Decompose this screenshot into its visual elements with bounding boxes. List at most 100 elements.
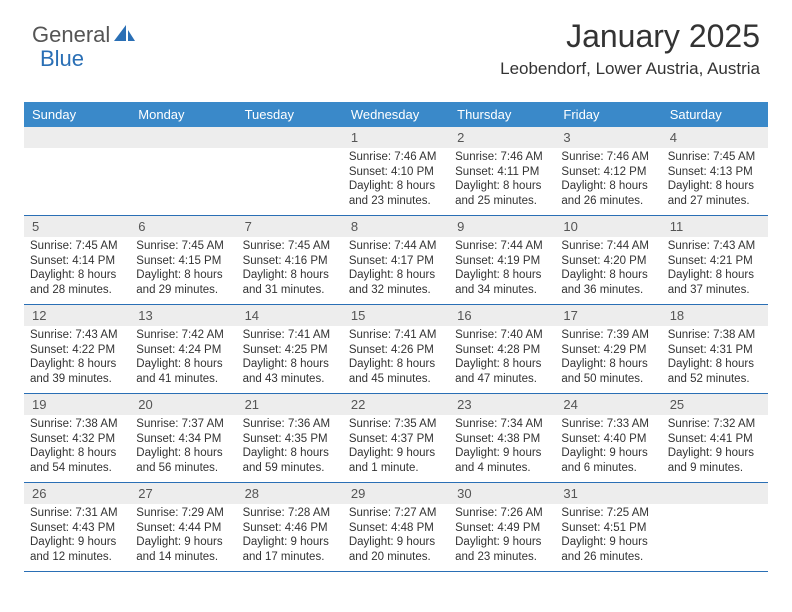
sunset-line: Sunset: 4:35 PM [243, 432, 337, 447]
day-body: Sunrise: 7:43 AMSunset: 4:22 PMDaylight:… [24, 326, 130, 391]
day-number: 2 [449, 127, 555, 148]
day-cell [130, 127, 236, 215]
sunrise-line: Sunrise: 7:35 AM [349, 417, 443, 432]
day-number: 4 [662, 127, 768, 148]
logo-word-2: Blue [40, 46, 84, 71]
day-body: Sunrise: 7:43 AMSunset: 4:21 PMDaylight:… [662, 237, 768, 302]
daylight-line: Daylight: 8 hours and 23 minutes. [349, 179, 443, 208]
day-cell: 13Sunrise: 7:42 AMSunset: 4:24 PMDayligh… [130, 305, 236, 393]
day-body: Sunrise: 7:44 AMSunset: 4:19 PMDaylight:… [449, 237, 555, 302]
daylight-line: Daylight: 8 hours and 52 minutes. [668, 357, 762, 386]
daylight-line: Daylight: 9 hours and 20 minutes. [349, 535, 443, 564]
weekday-header: Wednesday [343, 102, 449, 127]
sunrise-line: Sunrise: 7:45 AM [30, 239, 124, 254]
day-body: Sunrise: 7:41 AMSunset: 4:26 PMDaylight:… [343, 326, 449, 391]
day-number: 15 [343, 305, 449, 326]
day-cell: 20Sunrise: 7:37 AMSunset: 4:34 PMDayligh… [130, 394, 236, 482]
sunset-line: Sunset: 4:17 PM [349, 254, 443, 269]
title-block: January 2025 Leobendorf, Lower Austria, … [500, 18, 760, 79]
day-body: Sunrise: 7:35 AMSunset: 4:37 PMDaylight:… [343, 415, 449, 480]
day-cell: 29Sunrise: 7:27 AMSunset: 4:48 PMDayligh… [343, 483, 449, 571]
sunrise-line: Sunrise: 7:45 AM [136, 239, 230, 254]
sunset-line: Sunset: 4:10 PM [349, 165, 443, 180]
sunset-line: Sunset: 4:41 PM [668, 432, 762, 447]
daylight-line: Daylight: 8 hours and 29 minutes. [136, 268, 230, 297]
day-cell: 15Sunrise: 7:41 AMSunset: 4:26 PMDayligh… [343, 305, 449, 393]
day-number: 6 [130, 216, 236, 237]
weekday-header-row: SundayMondayTuesdayWednesdayThursdayFrid… [24, 102, 768, 127]
day-cell: 16Sunrise: 7:40 AMSunset: 4:28 PMDayligh… [449, 305, 555, 393]
sunset-line: Sunset: 4:44 PM [136, 521, 230, 536]
sunrise-line: Sunrise: 7:37 AM [136, 417, 230, 432]
day-number: 20 [130, 394, 236, 415]
day-cell: 22Sunrise: 7:35 AMSunset: 4:37 PMDayligh… [343, 394, 449, 482]
sunrise-line: Sunrise: 7:25 AM [561, 506, 655, 521]
daylight-line: Daylight: 9 hours and 23 minutes. [455, 535, 549, 564]
daylight-line: Daylight: 9 hours and 9 minutes. [668, 446, 762, 475]
sunset-line: Sunset: 4:13 PM [668, 165, 762, 180]
day-number: 10 [555, 216, 661, 237]
day-body: Sunrise: 7:45 AMSunset: 4:15 PMDaylight:… [130, 237, 236, 302]
sunrise-line: Sunrise: 7:38 AM [30, 417, 124, 432]
weekday-header: Friday [555, 102, 661, 127]
sunset-line: Sunset: 4:25 PM [243, 343, 337, 358]
sunrise-line: Sunrise: 7:36 AM [243, 417, 337, 432]
week-row: 19Sunrise: 7:38 AMSunset: 4:32 PMDayligh… [24, 394, 768, 483]
sunset-line: Sunset: 4:31 PM [668, 343, 762, 358]
day-number: 14 [237, 305, 343, 326]
sunset-line: Sunset: 4:32 PM [30, 432, 124, 447]
daylight-line: Daylight: 8 hours and 26 minutes. [561, 179, 655, 208]
day-body: Sunrise: 7:36 AMSunset: 4:35 PMDaylight:… [237, 415, 343, 480]
daylight-line: Daylight: 8 hours and 31 minutes. [243, 268, 337, 297]
sunrise-line: Sunrise: 7:44 AM [561, 239, 655, 254]
week-row: 5Sunrise: 7:45 AMSunset: 4:14 PMDaylight… [24, 216, 768, 305]
weekday-header: Saturday [662, 102, 768, 127]
daylight-line: Daylight: 9 hours and 12 minutes. [30, 535, 124, 564]
sunset-line: Sunset: 4:26 PM [349, 343, 443, 358]
daylight-line: Daylight: 9 hours and 1 minute. [349, 446, 443, 475]
sunrise-line: Sunrise: 7:29 AM [136, 506, 230, 521]
sunrise-line: Sunrise: 7:41 AM [349, 328, 443, 343]
day-body: Sunrise: 7:46 AMSunset: 4:12 PMDaylight:… [555, 148, 661, 213]
day-body: Sunrise: 7:44 AMSunset: 4:20 PMDaylight:… [555, 237, 661, 302]
day-cell: 21Sunrise: 7:36 AMSunset: 4:35 PMDayligh… [237, 394, 343, 482]
day-cell: 31Sunrise: 7:25 AMSunset: 4:51 PMDayligh… [555, 483, 661, 571]
day-cell: 10Sunrise: 7:44 AMSunset: 4:20 PMDayligh… [555, 216, 661, 304]
sunset-line: Sunset: 4:14 PM [30, 254, 124, 269]
daylight-line: Daylight: 9 hours and 14 minutes. [136, 535, 230, 564]
sunrise-line: Sunrise: 7:46 AM [349, 150, 443, 165]
day-cell: 3Sunrise: 7:46 AMSunset: 4:12 PMDaylight… [555, 127, 661, 215]
sunset-line: Sunset: 4:29 PM [561, 343, 655, 358]
day-number: 25 [662, 394, 768, 415]
sunrise-line: Sunrise: 7:27 AM [349, 506, 443, 521]
day-body: Sunrise: 7:45 AMSunset: 4:16 PMDaylight:… [237, 237, 343, 302]
daylight-line: Daylight: 8 hours and 28 minutes. [30, 268, 124, 297]
day-cell: 27Sunrise: 7:29 AMSunset: 4:44 PMDayligh… [130, 483, 236, 571]
day-number: 12 [24, 305, 130, 326]
day-number: 7 [237, 216, 343, 237]
day-number: 13 [130, 305, 236, 326]
day-body: Sunrise: 7:46 AMSunset: 4:11 PMDaylight:… [449, 148, 555, 213]
day-cell [237, 127, 343, 215]
day-body: Sunrise: 7:46 AMSunset: 4:10 PMDaylight:… [343, 148, 449, 213]
day-cell: 28Sunrise: 7:28 AMSunset: 4:46 PMDayligh… [237, 483, 343, 571]
day-number: 29 [343, 483, 449, 504]
logo-sail-icon [112, 23, 136, 48]
day-cell: 23Sunrise: 7:34 AMSunset: 4:38 PMDayligh… [449, 394, 555, 482]
sunset-line: Sunset: 4:15 PM [136, 254, 230, 269]
day-cell: 19Sunrise: 7:38 AMSunset: 4:32 PMDayligh… [24, 394, 130, 482]
sunset-line: Sunset: 4:16 PM [243, 254, 337, 269]
day-body: Sunrise: 7:40 AMSunset: 4:28 PMDaylight:… [449, 326, 555, 391]
sunrise-line: Sunrise: 7:44 AM [455, 239, 549, 254]
day-number: 18 [662, 305, 768, 326]
daylight-line: Daylight: 9 hours and 26 minutes. [561, 535, 655, 564]
day-number: 8 [343, 216, 449, 237]
day-cell: 26Sunrise: 7:31 AMSunset: 4:43 PMDayligh… [24, 483, 130, 571]
day-cell: 25Sunrise: 7:32 AMSunset: 4:41 PMDayligh… [662, 394, 768, 482]
daylight-line: Daylight: 8 hours and 45 minutes. [349, 357, 443, 386]
day-cell: 8Sunrise: 7:44 AMSunset: 4:17 PMDaylight… [343, 216, 449, 304]
day-number [24, 127, 130, 148]
sunrise-line: Sunrise: 7:33 AM [561, 417, 655, 432]
sunrise-line: Sunrise: 7:43 AM [668, 239, 762, 254]
daylight-line: Daylight: 8 hours and 43 minutes. [243, 357, 337, 386]
